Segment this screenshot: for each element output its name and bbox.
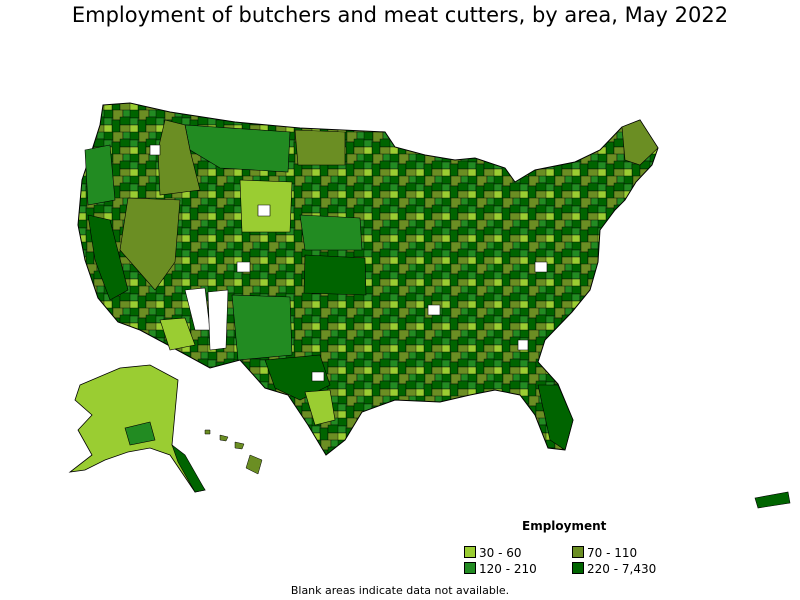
legend-title: Employment: [522, 519, 607, 533]
area-alaska-south: [124, 421, 156, 446]
area-oregon-coast: [84, 144, 116, 206]
area-maine: [621, 119, 659, 166]
area-california-central: [87, 214, 129, 301]
area-no-data-tennessee: [427, 304, 441, 316]
legend-label: 120 - 210: [479, 562, 537, 576]
area-arizona-west: [159, 317, 196, 351]
area-no-data-texas: [311, 371, 325, 382]
area-south-texas: [304, 389, 336, 426]
legend-label: 70 - 110: [587, 546, 638, 560]
area-no-data-georgia: [517, 339, 529, 351]
area-no-data-kentucky: [534, 261, 548, 273]
area-no-data-idaho: [149, 144, 161, 156]
footnote: Blank areas indicate data not available.: [290, 584, 510, 597]
area-florida: [537, 384, 574, 451]
area-no-data-arizona: [207, 289, 229, 351]
legend-item-120-210: 120 - 210: [464, 562, 537, 576]
map-title: Employment of butchers and meat cutters,…: [71, 3, 729, 27]
legend-item-220-7430: 220 - 7,430: [572, 562, 656, 576]
area-nevada: [119, 197, 181, 291]
legend-item-30-60: 30 - 60: [464, 546, 522, 560]
legend-label: 220 - 7,430: [587, 562, 657, 576]
area-nebraska: [299, 214, 363, 251]
legend-swatch: [572, 562, 584, 574]
legend-swatch: [464, 562, 476, 574]
area-no-data-colorado: [236, 261, 251, 273]
area-north-dakota: [294, 129, 346, 166]
legend-swatch: [464, 546, 476, 558]
legend-item-70-110: 70 - 110: [572, 546, 637, 560]
area-new-mexico: [231, 294, 293, 361]
area-alaska-panhandle: [171, 444, 206, 493]
legend-swatch: [572, 546, 584, 558]
area-no-data-wyoming: [257, 204, 271, 217]
area-kansas: [303, 254, 367, 296]
legend-label: 30 - 60: [479, 546, 522, 560]
area-puerto-rico: [754, 491, 791, 509]
area-hawaii: [204, 429, 263, 475]
